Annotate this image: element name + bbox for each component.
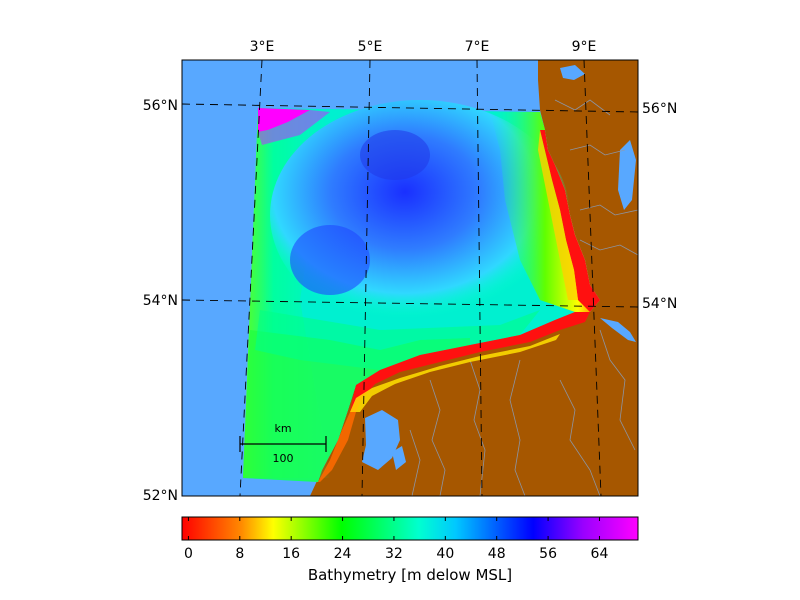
lon-label-3e: 3°E xyxy=(250,39,275,55)
wadden-yellow-south xyxy=(350,334,560,412)
map-area: km 100 xyxy=(182,60,638,496)
danish-fjord-2 xyxy=(560,65,585,80)
colorbar-tick-label: 24 xyxy=(334,546,352,562)
lat-label-left-56n: 56°N xyxy=(143,98,178,114)
lat-label-left-54n: 54°N xyxy=(143,293,178,309)
scale-bar-value: 100 xyxy=(273,452,294,465)
north-west-corner-violet xyxy=(258,110,330,145)
map-frame xyxy=(181,59,639,497)
wadden-red-south xyxy=(350,312,590,412)
colorbar-tick-label: 64 xyxy=(591,546,609,562)
wadden-red-east xyxy=(540,130,600,312)
north-west-corner xyxy=(258,108,310,132)
lat-label-left-52n: 52°N xyxy=(143,488,178,504)
colorbar-tick-label: 40 xyxy=(436,546,454,562)
bathymetry-field xyxy=(243,100,600,482)
lat-label-right-54n: 54°N xyxy=(642,296,677,312)
lon-label-5e: 5°E xyxy=(358,39,383,55)
west-coast-netherlands xyxy=(318,412,356,482)
scale-bar: km 100 xyxy=(239,422,327,465)
lon-label-9e: 9°E xyxy=(572,39,597,55)
lat-label-right-56n: 56°N xyxy=(642,101,677,117)
scale-bar-unit: km xyxy=(274,422,291,435)
danish-fjord xyxy=(618,140,636,210)
colorbar-tick-label: 8 xyxy=(235,546,244,562)
ijsselmeer-lake-2 xyxy=(392,446,406,470)
colorbar: 0 8 16 24 32 40 48 56 64 Bathymetry [m delow MSL… xyxy=(181,516,639,584)
land-mass xyxy=(310,60,638,496)
bathymetry-deep-core-2 xyxy=(360,130,430,180)
graticule xyxy=(182,60,638,496)
colorbar-tick-label: 56 xyxy=(539,546,557,562)
colorbar-tick-label: 32 xyxy=(385,546,403,562)
elbe-estuary xyxy=(600,318,636,342)
bathymetry-south-mid xyxy=(255,310,540,370)
lon-label-7e: 7°E xyxy=(465,39,490,55)
wadden-yellow-east xyxy=(538,130,578,300)
ijsselmeer-lake xyxy=(362,410,400,470)
colorbar-label: Bathymetry [m delow MSL] xyxy=(308,566,512,584)
colorbar-tick-label: 16 xyxy=(282,546,300,562)
colorbar-ticks: 0 8 16 24 32 40 48 56 64 xyxy=(184,517,608,562)
bathymetry-deep-core xyxy=(290,225,370,295)
colorbar-tick-label: 48 xyxy=(488,546,506,562)
colorbar-tick-label: 0 xyxy=(184,546,193,562)
colorbar-bar xyxy=(181,516,639,541)
